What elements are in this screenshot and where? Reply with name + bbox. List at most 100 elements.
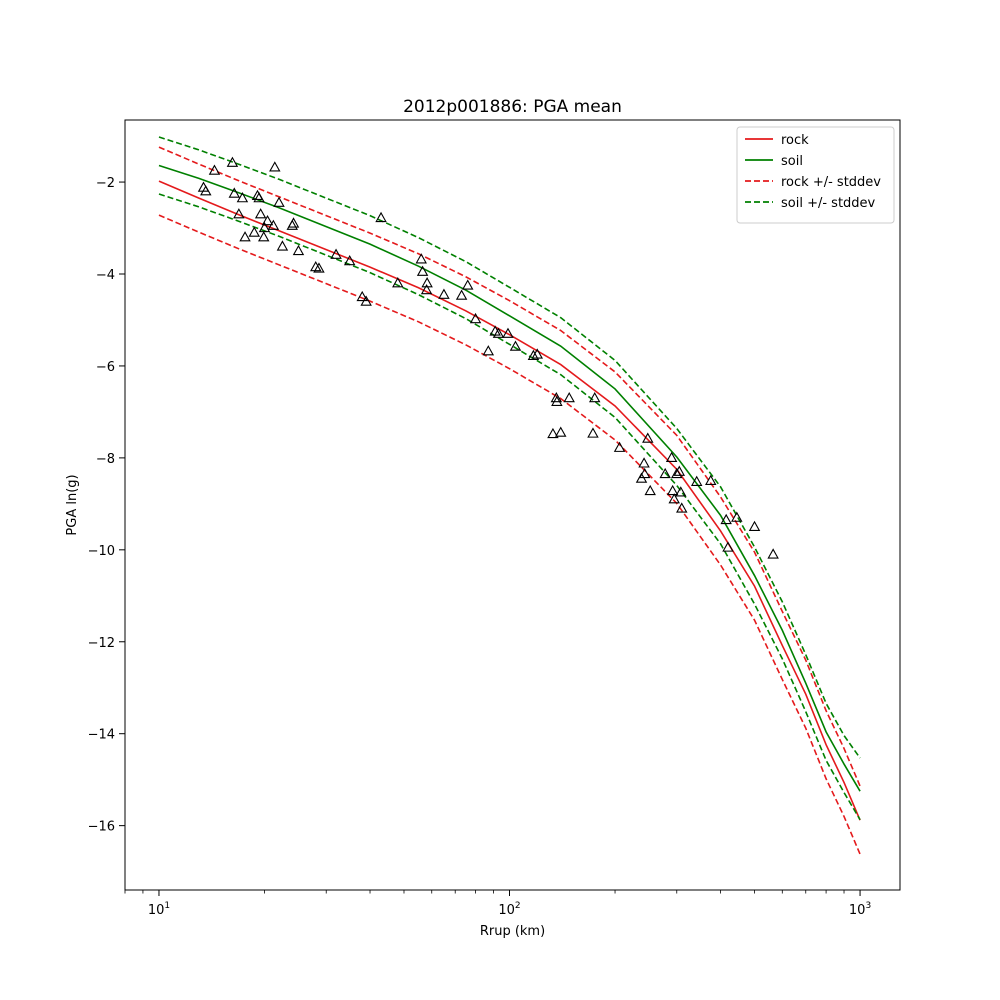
observation-point	[375, 211, 387, 223]
series-line-1	[158, 164, 861, 792]
x-axis: 101 102 103	[124, 890, 871, 918]
x-tick-label: 101	[148, 901, 170, 918]
observation-point	[748, 520, 761, 531]
observation-point	[705, 474, 717, 486]
observation-point	[587, 427, 599, 438]
observation-point	[690, 475, 703, 486]
observation-point	[613, 441, 626, 452]
observation-point	[551, 395, 563, 406]
observation-point	[527, 349, 540, 360]
observation-point	[360, 295, 372, 306]
observation-point	[233, 208, 245, 219]
observation-point	[675, 486, 687, 497]
legend-label: soil	[781, 154, 803, 169]
observation-point	[253, 192, 265, 203]
observation-point	[313, 262, 325, 273]
observation-point	[638, 457, 650, 468]
observation-point	[638, 467, 651, 479]
y-axis-label: PGA ln(g)	[65, 474, 80, 535]
observation-point	[416, 265, 429, 276]
observation-point	[676, 502, 688, 513]
observation-point	[461, 279, 474, 290]
observation-point	[531, 348, 544, 359]
observation-point	[421, 277, 433, 288]
observation-point	[200, 185, 212, 196]
observation-point	[343, 255, 356, 266]
observation-point	[208, 164, 221, 175]
observation-point	[659, 467, 671, 479]
y-axis: −2 −4 −6 −8 −10 −12 −14 −16	[88, 176, 125, 835]
legend-label: rock +/- stddev	[781, 175, 881, 190]
x-tick-base: 10	[148, 903, 165, 918]
legend-label: rock	[781, 133, 809, 148]
x-axis-label: Rrup (km)	[480, 924, 545, 939]
observation-point	[292, 244, 305, 256]
observation-point	[666, 484, 679, 496]
x-tick-base: 10	[849, 903, 866, 918]
observation-point	[665, 451, 678, 463]
observation-point	[226, 156, 239, 167]
observation-point	[720, 513, 732, 525]
series-line-0	[158, 180, 861, 821]
x-tick-base: 10	[498, 903, 515, 918]
observation-point	[642, 432, 654, 443]
y-tick-label: −14	[88, 728, 115, 743]
observation-point	[469, 312, 482, 324]
observation-point	[239, 231, 251, 242]
observation-point	[438, 288, 450, 299]
legend-label: soil +/- stddev	[781, 196, 876, 211]
observation-point	[644, 484, 656, 496]
x-tick-exponent: 3	[865, 901, 871, 911]
observation-markers	[197, 156, 779, 559]
observation-point	[668, 493, 680, 504]
observation-point	[258, 221, 271, 233]
legend-box	[736, 126, 895, 224]
observation-point	[509, 340, 522, 351]
chart-title: 2012p001886: PGA mean	[403, 97, 622, 117]
observation-point	[273, 196, 285, 207]
observation-point	[555, 426, 567, 437]
y-tick-label: −8	[96, 452, 115, 467]
observation-point	[420, 283, 433, 295]
series-line-5	[158, 193, 861, 821]
observation-point	[722, 541, 734, 552]
y-tick-label: −4	[96, 268, 115, 283]
observation-point	[267, 219, 280, 230]
observation-point	[254, 208, 267, 219]
observation-point	[248, 226, 260, 237]
observation-point	[276, 240, 289, 251]
y-tick-label: −10	[88, 544, 115, 559]
series-line-3	[158, 214, 861, 855]
plot-frame	[124, 119, 901, 891]
observation-point	[309, 260, 322, 272]
observation-point	[502, 327, 514, 338]
observation-point	[287, 217, 300, 228]
observation-point	[492, 327, 505, 338]
observation-point	[588, 391, 601, 403]
observation-point	[550, 391, 563, 403]
x-tick-label: 103	[849, 901, 871, 918]
y-tick-label: −6	[96, 360, 115, 375]
observation-point	[236, 192, 249, 203]
y-tick-label: −12	[88, 636, 115, 651]
observation-point	[257, 231, 270, 242]
observation-point	[482, 345, 495, 356]
y-tick-label: −16	[88, 820, 115, 835]
observation-point	[673, 465, 686, 476]
observation-point	[731, 511, 743, 522]
observation-point	[415, 253, 427, 264]
observation-point	[455, 289, 468, 300]
x-tick-exponent: 1	[164, 901, 170, 911]
legend: rock soil rock +/- stddev soil +/- stddev	[736, 126, 895, 224]
observation-point	[547, 427, 559, 439]
observation-point	[767, 548, 779, 559]
observation-point	[261, 215, 274, 226]
y-tick-label: −2	[96, 176, 115, 191]
series-line-4	[158, 136, 861, 759]
observation-point	[671, 467, 683, 479]
observation-point	[356, 290, 368, 302]
observation-point	[269, 161, 281, 172]
observation-point	[392, 277, 404, 288]
observation-point	[228, 187, 241, 198]
